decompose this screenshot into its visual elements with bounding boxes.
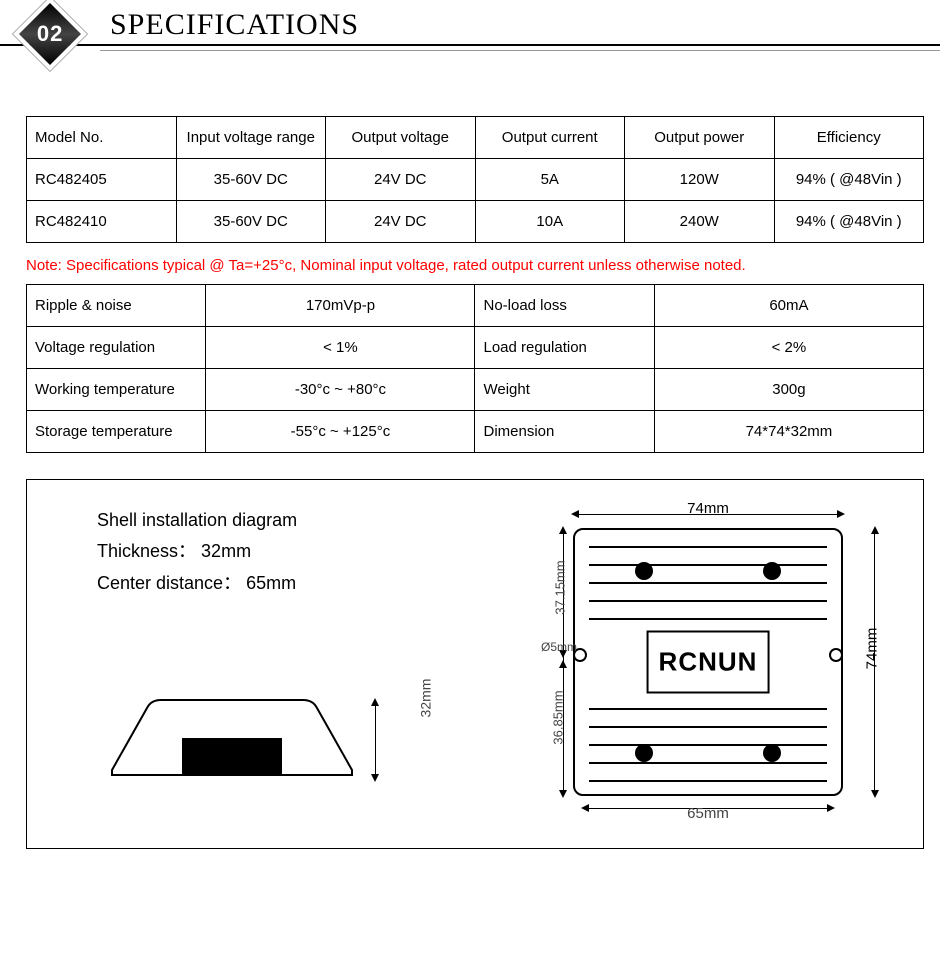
- mount-hole-icon: [829, 648, 843, 662]
- col-header: Output current: [475, 117, 625, 159]
- cell: Working temperature: [27, 369, 206, 411]
- cell: Load regulation: [475, 327, 654, 369]
- section-header: 02 SPECIFICATIONS: [0, 6, 950, 66]
- dim-phi: Ø5mm: [541, 640, 577, 654]
- table-row: Voltage regulation < 1% Load regulation …: [27, 327, 924, 369]
- cell: Voltage regulation: [27, 327, 206, 369]
- cell: 24V DC: [326, 201, 476, 243]
- thickness-label: Thickness：: [97, 541, 196, 561]
- section-title: SPECIFICATIONS: [110, 8, 359, 42]
- spec-table-2-wrap: Ripple & noise 170mVp-p No-load loss 60m…: [26, 284, 924, 453]
- cell: 94% ( @48Vin ): [774, 201, 924, 243]
- cell: -30°c ~ +80°c: [206, 369, 475, 411]
- cell: 35-60V DC: [176, 159, 326, 201]
- spec-table-1: Model No. Input voltage range Output vol…: [26, 116, 924, 243]
- side-view-svg: [107, 680, 357, 780]
- table-row: Working temperature -30°c ~ +80°c Weight…: [27, 369, 924, 411]
- dim-line: [375, 700, 376, 780]
- cell: 120W: [625, 159, 775, 201]
- cell: -55°c ~ +125°c: [206, 411, 475, 453]
- col-header: Efficiency: [774, 117, 924, 159]
- dim-bottom: 65mm: [603, 805, 813, 822]
- center-value: 65mm: [246, 573, 296, 593]
- cell: RC482410: [27, 201, 177, 243]
- header-rule: [0, 44, 940, 46]
- col-header: Input voltage range: [176, 117, 326, 159]
- cell: RC482405: [27, 159, 177, 201]
- header-subrule: [100, 50, 940, 51]
- col-header: Output voltage: [326, 117, 476, 159]
- cell: Dimension: [475, 411, 654, 453]
- diagram-title: Shell installation diagram: [97, 510, 297, 531]
- cell: 240W: [625, 201, 775, 243]
- cell: Ripple & noise: [27, 285, 206, 327]
- dim-left-upper: 37.15mm: [553, 560, 568, 614]
- arrow-icon: [559, 660, 567, 668]
- cell: 35-60V DC: [176, 201, 326, 243]
- arrow-icon: [371, 774, 379, 782]
- cell: < 1%: [206, 327, 475, 369]
- thickness-value: 32mm: [201, 541, 251, 561]
- arrow-icon: [559, 790, 567, 798]
- cell: Storage temperature: [27, 411, 206, 453]
- col-header: Model No.: [27, 117, 177, 159]
- cell: 24V DC: [326, 159, 476, 201]
- dim-left-lower: 36.85mm: [551, 690, 566, 744]
- cell: 5A: [475, 159, 625, 201]
- arrow-icon: [371, 698, 379, 706]
- cell: No-load loss: [475, 285, 654, 327]
- center-row: Center distance： 65mm: [97, 569, 297, 595]
- screw-icon: [763, 744, 781, 762]
- brand-label: RCNUN: [647, 631, 770, 694]
- screw-icon: [763, 562, 781, 580]
- screw-icon: [635, 562, 653, 580]
- side-height-label: 32mm: [418, 679, 434, 718]
- arrow-icon: [559, 526, 567, 534]
- cell: 94% ( @48Vin ): [774, 159, 924, 201]
- spec-table-1-wrap: Model No. Input voltage range Output vol…: [26, 116, 924, 243]
- cell: 10A: [475, 201, 625, 243]
- cell: < 2%: [654, 327, 923, 369]
- dim-top: 74mm: [573, 500, 843, 517]
- cell: 300g: [654, 369, 923, 411]
- spec-note: Note: Specifications typical @ Ta=+25°c,…: [26, 257, 924, 274]
- diagram-labels: Shell installation diagram Thickness： 32…: [97, 510, 297, 601]
- arrow-icon: [581, 804, 589, 812]
- table-row: Storage temperature -55°c ~ +125°c Dimen…: [27, 411, 924, 453]
- arrow-icon: [827, 804, 835, 812]
- thickness-row: Thickness： 32mm: [97, 537, 297, 563]
- col-header: Output power: [625, 117, 775, 159]
- spec-table-2: Ripple & noise 170mVp-p No-load loss 60m…: [26, 284, 924, 453]
- cell: 170mVp-p: [206, 285, 475, 327]
- badge-number: 02: [37, 21, 63, 47]
- table-row: Ripple & noise 170mVp-p No-load loss 60m…: [27, 285, 924, 327]
- side-view: 32mm: [97, 640, 397, 810]
- installation-diagram: Shell installation diagram Thickness： 32…: [26, 479, 924, 849]
- dim-right: 74mm: [864, 628, 881, 670]
- table-row: RC482410 35-60V DC 24V DC 10A 240W 94% (…: [27, 201, 924, 243]
- cell: 60mA: [654, 285, 923, 327]
- arrow-icon: [871, 790, 879, 798]
- screw-icon: [635, 744, 653, 762]
- top-view: 74mm RCNUN: [523, 500, 883, 820]
- badge-diamond: 02: [13, 0, 87, 71]
- table-row: Model No. Input voltage range Output vol…: [27, 117, 924, 159]
- cell: Weight: [475, 369, 654, 411]
- device-body: RCNUN: [573, 528, 843, 796]
- center-label: Center distance：: [97, 573, 241, 593]
- table-row: RC482405 35-60V DC 24V DC 5A 120W 94% ( …: [27, 159, 924, 201]
- cell: 74*74*32mm: [654, 411, 923, 453]
- arrow-icon: [871, 526, 879, 534]
